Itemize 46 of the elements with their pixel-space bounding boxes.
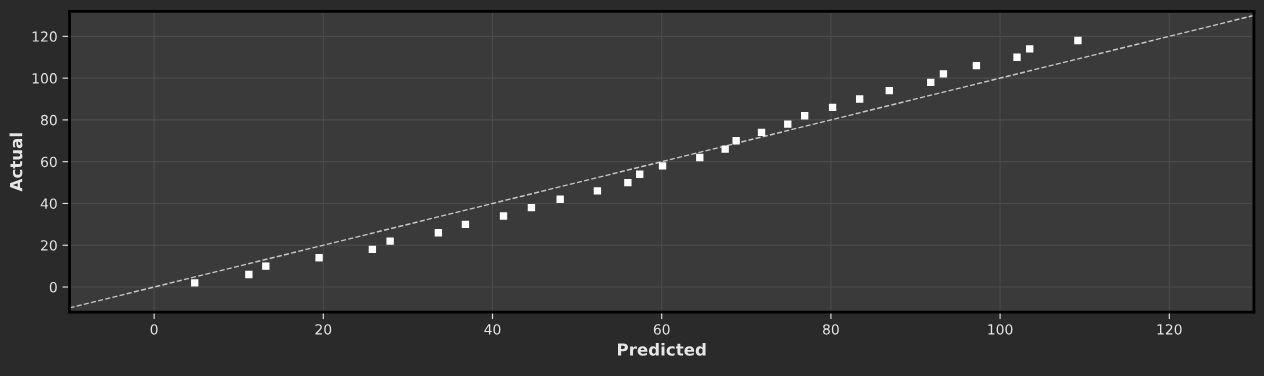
x-tick-label: 60 xyxy=(653,324,670,335)
point xyxy=(721,145,729,153)
point xyxy=(696,153,704,162)
point xyxy=(885,86,893,95)
y-tick-label: 120 xyxy=(32,31,57,42)
point xyxy=(624,178,632,187)
point xyxy=(315,254,323,262)
point xyxy=(828,103,837,112)
y-tick-label: 20 xyxy=(41,240,57,251)
point xyxy=(636,170,644,178)
y-tick-label: 60 xyxy=(41,156,57,168)
x-tick-label: 80 xyxy=(823,324,839,335)
point xyxy=(245,270,253,279)
point xyxy=(593,187,602,195)
point xyxy=(191,279,199,287)
point xyxy=(434,229,443,237)
point xyxy=(784,120,792,128)
y-tick-label: 40 xyxy=(40,198,57,209)
x-axis-title: Predicted xyxy=(618,342,706,356)
point xyxy=(972,61,981,70)
point xyxy=(262,262,270,270)
point xyxy=(368,245,377,254)
x-tick-label: 0 xyxy=(150,324,158,335)
x-tick-label: 100 xyxy=(988,324,1013,335)
point xyxy=(757,128,766,137)
point xyxy=(927,78,935,86)
y-tick-label: 80 xyxy=(40,114,57,126)
point xyxy=(556,195,564,203)
point xyxy=(386,237,394,245)
point xyxy=(1026,45,1034,53)
point xyxy=(499,212,508,220)
point xyxy=(855,95,864,103)
point xyxy=(1013,53,1021,61)
point xyxy=(732,137,740,145)
y-tick-label: 100 xyxy=(32,73,57,84)
x-tick-label: 40 xyxy=(484,324,501,335)
point xyxy=(939,70,948,78)
y-axis-title: Actual xyxy=(9,133,23,192)
x-tick-label: 20 xyxy=(315,324,332,335)
point xyxy=(658,162,667,170)
y-tick-label: 0 xyxy=(49,281,57,293)
point xyxy=(801,112,809,120)
point xyxy=(527,203,536,212)
x-tick-label: 120 xyxy=(1157,324,1182,335)
point xyxy=(461,220,470,229)
point xyxy=(1074,36,1082,45)
